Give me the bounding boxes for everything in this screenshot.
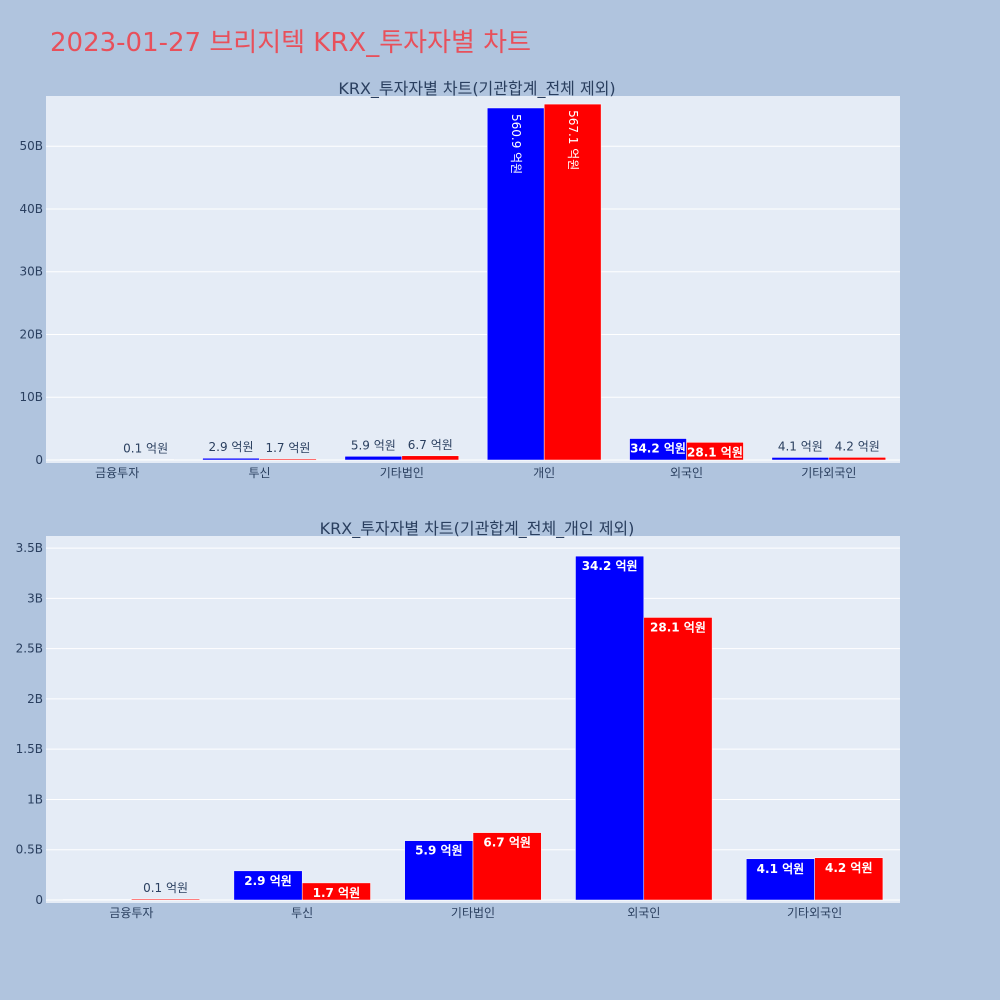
x-tick-label: 외국인 [670,466,703,480]
bar [771,457,830,461]
x-tick-label: 기타외국인 [787,906,842,920]
chart-title: KRX_투자자별 차트(기관합계_전체_개인 제외) [320,519,635,539]
data-label: 4.2 억원 [825,861,873,875]
x-tick-label: 투신 [291,906,313,920]
chart-1: 0 10B 20B 30B 40B 50B KRX_투자자별 차트(기관합계_전체 제외) 금… [19,79,900,480]
data-label: 0.1 억원 [143,881,188,895]
data-label: 1.7 억원 [313,886,361,900]
data-label: 4.2 억원 [835,439,880,453]
bar [643,617,713,901]
bar [686,442,744,461]
x-tick-label: 기타외국인 [801,466,856,480]
data-label: 34.2 억원 [630,442,686,456]
bar [131,898,200,901]
y-tick-label: 10B [19,390,43,404]
y-tick-label: 2.5B [16,642,43,656]
data-label: 567.1 억원 [566,110,580,170]
data-label: 560.9 억원 [509,114,523,174]
bar [401,455,460,461]
y-tick-label: 0.5B [16,843,43,857]
data-label: 34.2 억원 [582,559,638,573]
y-tick-label: 3B [27,591,43,605]
bar [116,459,175,461]
y-tick-label: 40B [19,202,43,216]
data-label: 2.9 억원 [209,440,254,454]
bar [62,899,132,901]
chart-title: KRX_투자자별 차트(기관합계_전체 제외) [338,79,615,99]
y-tick-label: 0 [35,453,43,467]
data-label: 0.1 억원 [123,442,168,456]
x-tick-label: 기타법인 [380,466,424,480]
plot-area [46,96,900,463]
data-label: 6.7 억원 [408,438,453,452]
data-label: 1.7 억원 [265,441,310,455]
bar [472,832,542,901]
x-tick-label: 개인 [533,466,555,480]
y-tick-label: 1B [27,792,43,806]
y-tick-label: 30B [19,265,43,279]
y-tick-label: 1.5B [16,742,43,756]
bar [59,459,118,461]
chart-2: 0 0.5B 1B 1.5B 2B 2.5B 3B 3.5B KRX_투자자별 차트(기관합계_… [16,519,900,920]
data-label: 4.1 억원 [778,439,823,453]
y-tick-label: 2B [27,692,43,706]
y-tick-label: 50B [19,139,43,153]
page-title: 2023-01-27 브리지텍 KRX_투자자별 차트 [50,28,532,58]
data-label: 28.1 억원 [687,445,743,459]
bar [233,870,303,901]
x-tick-label: 기타법인 [451,906,495,920]
data-label: 5.9 억원 [351,438,396,452]
bar [814,857,884,901]
x-tick-label: 금융투자 [109,906,153,920]
y-tick-label: 3.5B [16,541,43,555]
bar [828,457,887,461]
bar [301,882,371,901]
x-tick-label: 투신 [248,466,270,480]
x-tick-label: 외국인 [627,906,660,920]
bar [575,555,645,901]
data-label: 28.1 억원 [650,620,706,634]
data-label: 5.9 억원 [415,844,463,858]
bar [746,858,815,901]
bar [259,458,317,461]
data-label: 4.1 억원 [757,862,805,876]
bar [344,456,403,461]
y-tick-label: 20B [19,327,43,341]
bar [543,103,602,461]
data-label: 6.7 억원 [483,836,531,850]
y-tick-label: 0 [35,893,43,907]
bar [404,840,474,901]
x-tick-label: 금융투자 [95,466,139,480]
bar [202,457,260,461]
data-label: 2.9 억원 [244,874,292,888]
